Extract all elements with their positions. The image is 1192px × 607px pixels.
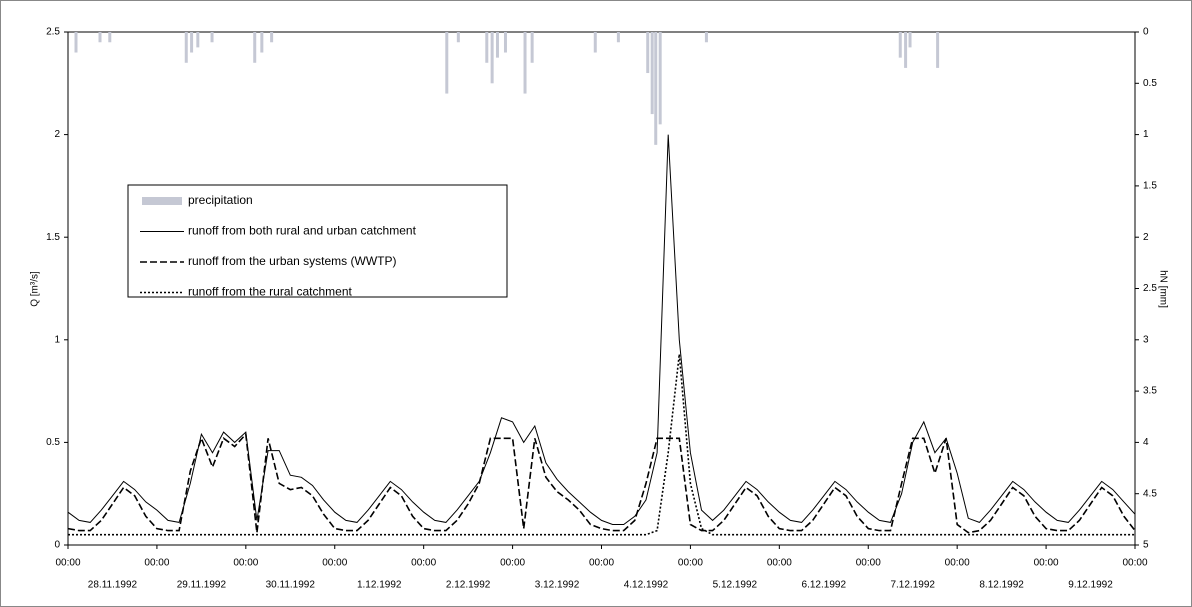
precip-bar: [654, 32, 658, 145]
precip-bar: [485, 32, 489, 63]
y2-tick-label: 4.5: [1143, 488, 1157, 499]
y-tick-label: 2: [54, 129, 60, 140]
date-label: 2.12.1992: [446, 580, 491, 591]
y2-tick-label: 1.5: [1143, 181, 1157, 192]
precip-bar: [904, 32, 908, 68]
y2-tick-label: 5: [1143, 540, 1149, 551]
date-label: 7.12.1992: [890, 580, 935, 591]
date-label: 29.11.1992: [177, 580, 227, 591]
precip-bar: [260, 32, 264, 53]
y2-tick-label: 3.5: [1143, 386, 1157, 397]
date-label: 28.11.1992: [88, 580, 138, 591]
legend-swatch: [142, 197, 182, 205]
precip-bar: [523, 32, 527, 94]
y2-tick-label: 2: [1143, 232, 1149, 243]
precip-bar: [530, 32, 534, 63]
y-tick-label: 2.5: [46, 27, 60, 38]
x-tick-label: 00:00: [767, 558, 792, 569]
precip-bar: [445, 32, 449, 94]
runoff-line: [67, 432, 1136, 534]
y-tick-label: 0.5: [46, 437, 60, 448]
precip-bar: [936, 32, 940, 68]
precip-bar: [108, 32, 112, 43]
precip-bar: [704, 32, 708, 43]
precip-bar: [196, 32, 200, 48]
y-axis-label: Q [m³/s]: [30, 271, 41, 307]
precip-bar: [490, 32, 494, 84]
x-tick-label: 00:00: [233, 558, 258, 569]
precip-bar: [616, 32, 620, 43]
date-label: 6.12.1992: [802, 580, 847, 591]
y2-tick-label: 2.5: [1143, 283, 1157, 294]
date-label: 9.12.1992: [1068, 580, 1113, 591]
precip-bar: [495, 32, 499, 58]
date-label: 5.12.1992: [713, 580, 758, 591]
y2-tick-label: 0.5: [1143, 78, 1157, 89]
precip-bar: [650, 32, 654, 115]
precip-bar: [210, 32, 214, 43]
x-tick-label: 00:00: [55, 558, 80, 569]
y2-tick-label: 3: [1143, 334, 1149, 345]
legend-label: runoff from the urban systems (WWTP): [188, 254, 397, 268]
precip-bar: [253, 32, 257, 63]
legend-label: precipitation: [188, 193, 253, 207]
x-tick-label: 00:00: [322, 558, 347, 569]
runoff-line: [67, 134, 1136, 525]
precip-bar: [98, 32, 102, 43]
date-label: 4.12.1992: [624, 580, 669, 591]
precip-bar: [190, 32, 194, 53]
y-tick-label: 0: [54, 540, 60, 551]
y-tick-label: 1.5: [46, 232, 60, 243]
runoff-line: [68, 354, 1135, 536]
legend-label: runoff from both rural and urban catchme…: [188, 224, 417, 238]
x-tick-label: 00:00: [144, 558, 169, 569]
precip-bar: [646, 32, 650, 74]
y2-tick-label: 4: [1143, 437, 1149, 448]
legend: [127, 184, 508, 298]
x-tick-label: 00:00: [678, 558, 703, 569]
date-label: 3.12.1992: [535, 580, 580, 591]
date-label: 30.11.1992: [266, 580, 316, 591]
precip-bar: [898, 32, 902, 58]
precip-bar: [503, 32, 507, 53]
x-tick-label: 00:00: [1122, 558, 1147, 569]
x-tick-label: 00:00: [945, 558, 970, 569]
x-tick-label: 00:00: [500, 558, 525, 569]
precip-bar: [908, 32, 912, 48]
legend-label: runoff from the rural catchment: [188, 285, 353, 299]
precip-bar: [74, 32, 78, 53]
y-tick-label: 1: [54, 334, 60, 345]
y2-axis-label: hN [mm]: [1157, 270, 1168, 308]
precip-bar: [270, 32, 274, 43]
precip-bar: [184, 32, 188, 63]
precip-bar: [658, 32, 662, 125]
date-label: 8.12.1992: [979, 580, 1024, 591]
x-tick-label: 00:00: [411, 558, 436, 569]
x-tick-label: 00:00: [589, 558, 614, 569]
y2-tick-label: 1: [1143, 129, 1149, 140]
x-tick-label: 00:00: [1034, 558, 1059, 569]
x-tick-label: 00:00: [856, 558, 881, 569]
date-label: 1.12.1992: [357, 580, 402, 591]
y2-tick-label: 0: [1143, 27, 1149, 38]
precip-bar: [593, 32, 597, 53]
precip-bar: [456, 32, 460, 43]
